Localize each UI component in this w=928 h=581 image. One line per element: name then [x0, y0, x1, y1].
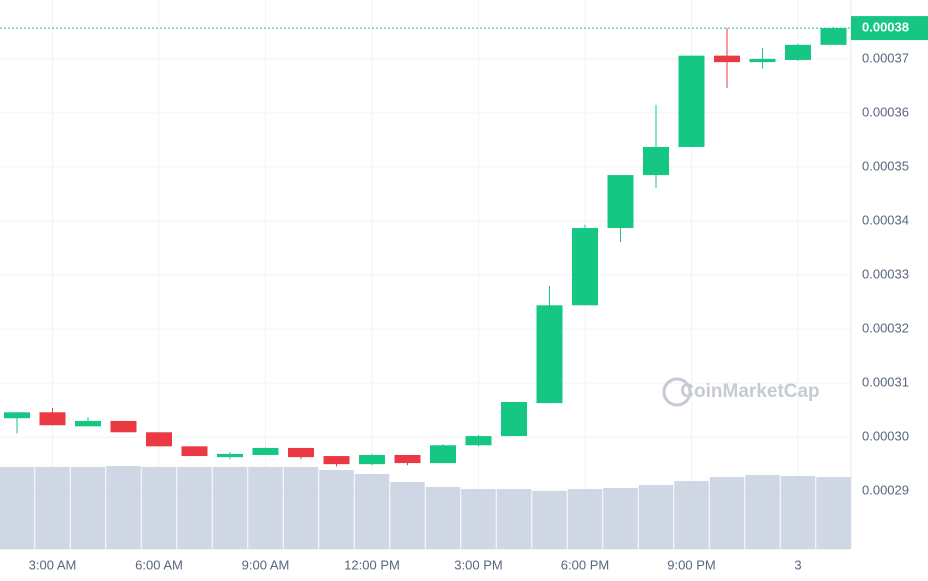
candle-body — [785, 44, 811, 60]
candle-body — [430, 445, 456, 464]
candle-body — [536, 305, 563, 404]
candle-body — [252, 447, 279, 455]
candle-body — [359, 454, 385, 465]
volume-bar — [745, 475, 780, 549]
volume-bar — [816, 477, 851, 549]
x-tick-label: 12:00 PM — [344, 557, 400, 572]
candle-body — [643, 146, 669, 176]
x-tick-label: 9:00 PM — [667, 557, 715, 572]
candle-body — [146, 432, 172, 447]
candle-body — [714, 55, 740, 63]
volume-bar — [212, 467, 248, 549]
candle-body — [820, 28, 847, 45]
volume-bar — [141, 467, 177, 549]
volume-bar — [390, 482, 425, 549]
y-tick-label: 0.00029 — [862, 483, 909, 498]
candle-body — [607, 175, 634, 229]
volume-bar — [248, 467, 283, 549]
volume-bar — [567, 489, 603, 549]
volume-bar — [638, 485, 674, 549]
volume-bar — [354, 474, 390, 549]
volume-bar — [0, 467, 35, 549]
candle-body — [323, 456, 350, 465]
x-tick-label: 3:00 AM — [29, 557, 77, 572]
volume-bar — [461, 489, 496, 549]
y-tick-label: 0.00030 — [862, 429, 909, 444]
y-tick-label: 0.00031 — [862, 375, 909, 390]
candle-body — [110, 420, 137, 433]
watermark: CoinMarketCap — [680, 381, 819, 402]
candle-body — [75, 420, 101, 427]
volume-bar — [283, 467, 319, 549]
volume-bar — [532, 491, 567, 549]
x-tick-label: 6:00 AM — [135, 557, 183, 572]
volume-bar — [709, 477, 745, 549]
y-tick-label: 0.00033 — [862, 266, 909, 281]
volume-bar — [319, 470, 354, 549]
volume-bar — [106, 466, 141, 549]
candle-body — [678, 55, 705, 147]
x-tick-label: 6:00 PM — [561, 557, 609, 572]
last-price-label: 0.00038 — [862, 20, 909, 35]
candle-body — [39, 412, 66, 426]
volume-bar — [70, 467, 106, 549]
y-tick-label: 0.00037 — [862, 50, 909, 65]
candle-body — [501, 402, 527, 437]
candle-body — [181, 446, 208, 457]
y-tick-label: 0.00034 — [862, 212, 909, 227]
volume-bar — [425, 487, 461, 549]
y-tick-label: 0.00035 — [862, 158, 909, 173]
x-tick-label: 9:00 AM — [242, 557, 290, 572]
volume-bar — [177, 467, 212, 549]
candle-body — [217, 453, 243, 458]
candle-body — [749, 58, 776, 63]
candle-body — [4, 412, 30, 419]
last-price-box — [851, 16, 928, 41]
candle-body — [572, 228, 598, 306]
volume-bar — [674, 481, 709, 549]
candle-body — [288, 447, 314, 458]
watermark-logo — [662, 377, 692, 407]
y-tick-label: 0.00036 — [862, 104, 909, 119]
volume-bar — [603, 488, 638, 549]
x-tick-label: 3 — [794, 557, 801, 572]
volume-bar — [780, 476, 816, 549]
y-tick-label: 0.00032 — [862, 321, 909, 336]
volume-bar — [35, 467, 70, 549]
volume-bar — [496, 489, 532, 549]
candle-body — [465, 436, 492, 446]
candle-body — [394, 454, 421, 464]
x-tick-label: 3:00 PM — [454, 557, 502, 572]
